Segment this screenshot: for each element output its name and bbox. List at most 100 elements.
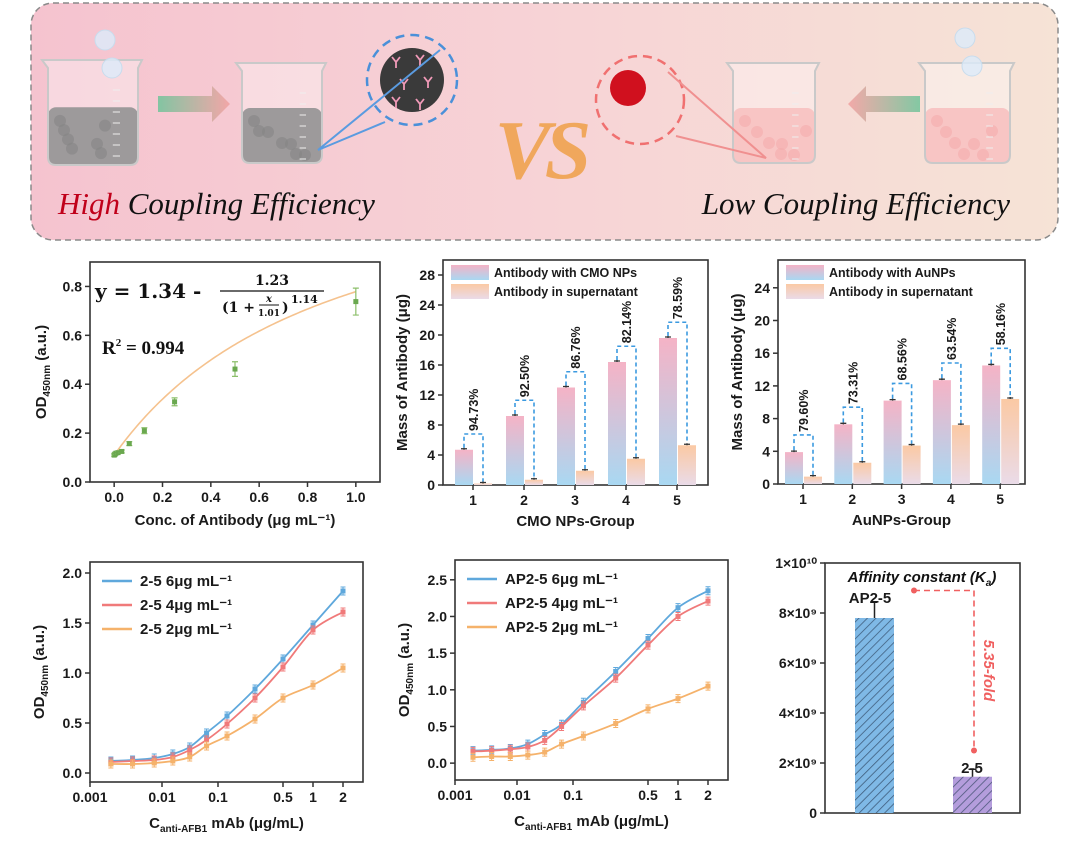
data-point xyxy=(613,668,619,674)
data-point xyxy=(580,703,586,709)
beaker-cmo-initial xyxy=(40,59,144,166)
data-point xyxy=(151,760,157,766)
data-point xyxy=(280,656,286,662)
line-chart-ap2-5: 0.0 0.5 1.0 1.5 2.0 2.5 0.001 0.01 0.1 0.5 1 2 AP2-5… xyxy=(396,559,729,833)
data-point xyxy=(280,664,286,670)
coupling-bracket xyxy=(941,362,962,424)
r2-r: R xyxy=(102,338,116,359)
data-point xyxy=(507,754,513,760)
data-point xyxy=(310,627,316,633)
y-tick-label: 12 xyxy=(419,387,435,403)
x-tick-label: 1 xyxy=(469,492,477,508)
error-cap xyxy=(791,450,797,453)
error-cap xyxy=(461,447,467,450)
y-tick-label: 0 xyxy=(427,477,435,493)
data-point xyxy=(559,723,565,729)
plot-frame xyxy=(89,261,381,483)
data-point xyxy=(252,695,258,701)
error-bar xyxy=(968,768,977,777)
data-point xyxy=(115,450,121,456)
y-axis-label-sub: 450nm xyxy=(42,365,53,397)
data-point xyxy=(280,695,286,701)
chart-title: Affinity constant (Ka) xyxy=(847,569,997,589)
x-tick-label: 1 xyxy=(309,789,317,805)
bar-with-nps xyxy=(785,452,803,484)
x-tick-label: 0.0 xyxy=(104,489,124,505)
beaker-au-initial xyxy=(917,62,1016,164)
y-tick-label: 1.0 xyxy=(63,665,83,681)
equation-den-exp: 1.14 xyxy=(291,293,318,306)
y-tick-label: 1×10¹⁰ xyxy=(775,555,817,571)
bar-supernatant xyxy=(678,445,696,485)
data-point xyxy=(224,733,230,739)
error-cap xyxy=(957,423,964,426)
legend-label: Antibody with AuNPs xyxy=(829,266,956,280)
y-tick-label: 0 xyxy=(762,476,770,492)
data-point xyxy=(310,622,316,628)
x-tick-label: 2 xyxy=(339,789,347,805)
antibody-droplet-icon xyxy=(954,27,976,49)
title-k: K xyxy=(975,569,987,586)
x-axis-label: CMO NPs-Group xyxy=(516,513,634,530)
x-tick-label: 2 xyxy=(704,787,712,803)
beaker-au-coupled xyxy=(725,62,821,164)
error-cap xyxy=(531,477,537,480)
equation-lhs: y = 1.34 - xyxy=(94,279,201,303)
aunp-bar-chart: 0 4 8 12 16 20 24 1 79.60% 2 73.31% 3 68.56% 4 63.54% 5… xyxy=(729,259,1026,529)
data-point xyxy=(470,748,476,754)
data-point xyxy=(204,743,210,749)
error-cap xyxy=(633,456,639,459)
error-cap xyxy=(889,398,896,401)
y-tick-label: 0.0 xyxy=(63,474,83,490)
x-tick-label: 4 xyxy=(947,491,955,507)
data-point xyxy=(525,744,531,750)
r2-rest: = 0.994 xyxy=(121,338,185,359)
coupling-bracket xyxy=(667,321,688,444)
data-point xyxy=(645,635,651,641)
bar-with-nps xyxy=(506,416,524,485)
fit-curve xyxy=(113,290,357,456)
error-cap xyxy=(480,481,486,484)
coupling-bracket xyxy=(793,434,814,475)
antibody-icon xyxy=(415,54,425,66)
legend-swatch xyxy=(451,265,489,280)
au-nanoparticle-icon xyxy=(610,70,646,106)
y-axis-label: Mass of Antibody (μg) xyxy=(394,294,411,451)
x-tick-label: 1.0 xyxy=(346,489,366,505)
error-cap xyxy=(908,443,915,446)
plot-frame xyxy=(824,562,1021,814)
left-caption-rest: Coupling Efficiency xyxy=(120,186,375,221)
equation-den-close: ) xyxy=(282,300,289,316)
left-caption-highlight: High xyxy=(57,186,120,221)
data-point xyxy=(252,686,258,692)
affinity-chart: 0 2×10⁹ 4×10⁹ 6×10⁹ 8×10⁹ 1×10¹⁰ AP2-5 2-5 5.35-… xyxy=(775,555,1021,821)
y-tick-label: 1.5 xyxy=(63,615,83,631)
data-point xyxy=(580,733,586,739)
coupling-efficiency-label: 92.50% xyxy=(518,355,532,397)
y-tick-label: 24 xyxy=(754,280,770,296)
x-axis-label-rest: mAb (μg/mL) xyxy=(207,815,304,832)
bar-with-nps xyxy=(557,387,575,485)
bar-supernatant xyxy=(576,470,594,485)
y-tick-label: 0.4 xyxy=(63,376,83,392)
y-tick-label: 0.0 xyxy=(428,755,448,771)
legend-label: Antibody in supernatant xyxy=(829,285,974,299)
x-tick-label: 0.01 xyxy=(503,787,530,803)
x-axis-label-sub: anti-AFB1 xyxy=(160,824,208,835)
antibody-droplet-icon xyxy=(101,57,123,79)
title-main: Affinity constant ( xyxy=(847,569,977,586)
data-point xyxy=(130,761,136,767)
coupling-bracket xyxy=(842,406,864,461)
equation-den-open: (1 + xyxy=(222,300,255,316)
y-tick-label: 8 xyxy=(762,411,770,427)
equation-numerator: 1.23 xyxy=(255,273,289,289)
y-axis-label: Mass of Antibody (μg) xyxy=(729,294,746,451)
title-sub: a xyxy=(986,578,992,589)
data-point xyxy=(542,737,548,743)
error-cap xyxy=(840,422,847,425)
legend-label: Antibody with CMO NPs xyxy=(494,266,637,280)
y-tick-label: 16 xyxy=(419,357,435,373)
data-point xyxy=(170,758,176,764)
data-point xyxy=(119,448,125,454)
